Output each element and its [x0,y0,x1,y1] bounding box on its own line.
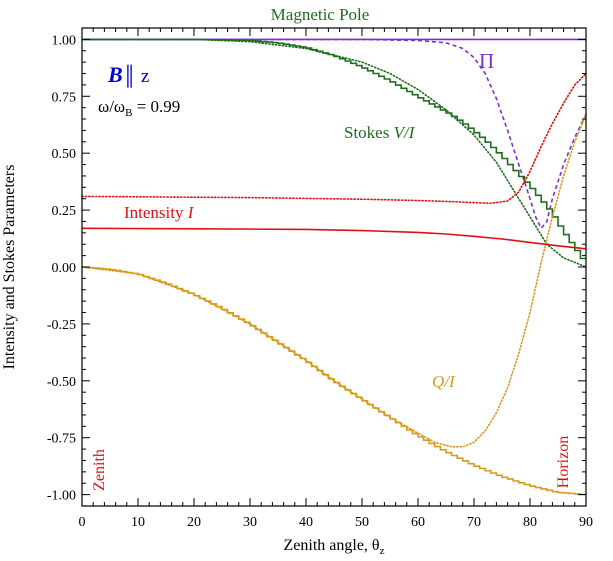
field-rest: ║ z [123,64,150,88]
intensity-label: Intensity I [124,203,195,222]
y-axis-label: Intensity and Stokes Parameters [1,165,18,370]
x-tick-label: 20 [187,515,201,530]
field-bold: B [107,62,123,87]
series-layer [81,38,587,496]
y-tick-label: -0.25 [47,318,76,333]
horizon-label: Horizon [555,436,572,488]
y-tick-label: 0.75 [52,90,77,105]
y-tick-label: -1.00 [47,489,76,504]
chart-title: Magnetic Pole [271,5,370,24]
y-tick-label: -0.50 [47,375,76,390]
x-tick-label: 0 [79,515,86,530]
y-tick-label: 0.00 [52,261,77,276]
stokes-v-label: Stokes V/I [344,123,416,142]
y-tick-label: 0.25 [52,204,77,219]
x-tick-label: 80 [523,515,537,530]
frequency-ratio-label: ω/ωB = 0.99 [98,97,180,119]
series-v-dotted [81,38,587,268]
freq-main: ω/ω [98,97,125,116]
field-direction-label: B║ z [107,62,149,88]
series-intensity-dotted [81,72,587,205]
x-tick-label: 90 [579,515,593,530]
tick-layer: 0 10 20 30 40 50 60 70 80 90 -1.00 -0.75 -0.50 -0.25 0… [47,28,593,530]
freq-sub: B [125,107,132,119]
y-tick-label: 0.50 [52,147,77,162]
series-intensity-solid [81,227,587,250]
stokes-v-italic: V/I [394,123,416,142]
series-q-step [82,266,586,496]
x-tick-label: 30 [243,515,257,530]
series-q-dotted [81,113,587,448]
x-tick-label: 60 [411,515,425,530]
x-tick-label: 10 [131,515,145,530]
x-tick-label: 50 [355,515,369,530]
plot-area: 0 10 20 30 40 50 60 70 80 90 -1.00 -0.75 -0.50 -0.25 0… [47,27,593,530]
q-label: Q/I [432,372,456,391]
y-tick-label: 1.00 [52,33,77,48]
zenith-label: Zenith [91,449,108,491]
x-tick-label: 40 [299,515,313,530]
pi-label: Π [479,49,494,73]
intensity-prefix: Intensity [124,203,188,222]
intensity-italic: I [187,203,195,222]
x-tick-label: 70 [467,515,481,530]
x-axis-label-sub: z [380,545,385,557]
y-tick-label: -0.75 [47,432,76,447]
x-axis-label: Zenith angle, θz [284,537,385,557]
x-axis-label-main: Zenith angle, θ [284,537,380,554]
freq-value: = 0.99 [132,97,180,116]
series-pi-dashed [82,38,587,230]
series-v-step [82,38,586,260]
stokes-v-prefix: Stokes [344,123,394,142]
